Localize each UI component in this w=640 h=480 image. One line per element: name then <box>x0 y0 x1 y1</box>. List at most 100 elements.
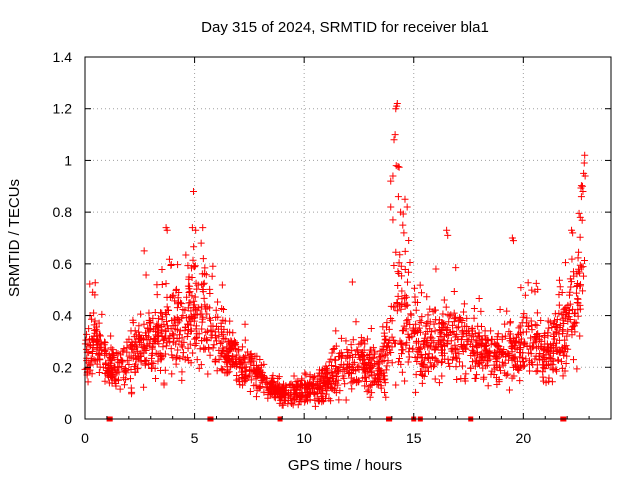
data-point <box>194 281 202 289</box>
data-point <box>326 375 334 383</box>
data-point <box>422 322 430 330</box>
data-point <box>238 364 246 372</box>
data-point <box>521 340 529 348</box>
data-point <box>164 307 172 315</box>
data-point <box>520 310 528 318</box>
data-point <box>577 193 585 201</box>
data-point <box>401 247 409 255</box>
data-point <box>97 339 105 347</box>
data-point <box>278 388 286 396</box>
data-point <box>190 297 198 305</box>
data-point <box>524 279 532 287</box>
data-point <box>331 377 339 385</box>
data-point <box>536 350 544 358</box>
data-point <box>252 370 260 378</box>
data-point <box>95 350 103 358</box>
data-point <box>499 349 507 357</box>
data-point <box>193 356 201 364</box>
data-point <box>505 356 513 364</box>
data-point <box>446 312 454 320</box>
data-point <box>158 309 166 317</box>
data-point <box>328 368 336 376</box>
data-point <box>466 340 474 348</box>
data-point <box>418 313 426 321</box>
data-point <box>348 385 356 393</box>
data-point <box>439 346 447 354</box>
data-point <box>158 266 166 274</box>
data-point <box>541 340 549 348</box>
data-point <box>480 342 488 350</box>
data-point <box>303 397 311 405</box>
data-point <box>479 364 487 372</box>
data-point <box>224 369 232 377</box>
data-point <box>270 378 278 386</box>
data-point <box>418 354 426 362</box>
data-point <box>576 282 584 290</box>
data-point <box>311 402 319 410</box>
data-point <box>484 350 492 358</box>
data-point <box>405 333 413 341</box>
data-point <box>405 353 413 361</box>
data-point <box>159 343 167 351</box>
data-point <box>435 379 443 387</box>
data-point <box>571 309 579 317</box>
x-tick-label: 20 <box>516 430 532 446</box>
data-point <box>309 385 317 393</box>
data-point <box>483 361 491 369</box>
data-point <box>453 355 461 363</box>
data-point <box>219 347 227 355</box>
data-point <box>581 151 589 159</box>
data-point <box>176 331 184 339</box>
data-point <box>128 338 136 346</box>
data-point <box>146 336 154 344</box>
data-point <box>146 317 154 325</box>
data-point <box>425 350 433 358</box>
data-point <box>534 367 542 375</box>
data-point <box>473 336 481 344</box>
data-point <box>561 259 569 267</box>
data-point <box>555 301 563 309</box>
data-point <box>394 268 402 276</box>
data-point <box>170 315 178 323</box>
data-point <box>347 370 355 378</box>
data-point <box>398 301 406 309</box>
data-point <box>85 349 93 357</box>
data-point <box>182 251 190 259</box>
y-tick-label: 0.8 <box>53 204 73 220</box>
data-point <box>563 332 571 340</box>
data-point <box>498 348 506 356</box>
data-point <box>374 370 382 378</box>
data-point <box>553 367 561 375</box>
data-point <box>193 330 201 338</box>
data-point <box>456 315 464 323</box>
data-point <box>383 362 391 370</box>
data-point <box>312 381 320 389</box>
data-point <box>145 309 153 317</box>
data-point <box>252 393 260 401</box>
data-point <box>91 291 99 299</box>
data-point <box>123 344 131 352</box>
data-point <box>271 394 279 402</box>
data-point <box>158 333 166 341</box>
data-point <box>392 162 400 170</box>
data-point <box>431 375 439 383</box>
data-point <box>267 383 275 391</box>
data-point <box>404 358 412 366</box>
data-point <box>496 305 504 313</box>
data-point <box>143 341 151 349</box>
data-point <box>411 293 419 301</box>
data-point <box>398 287 406 295</box>
data-point <box>222 335 230 343</box>
data-point <box>246 371 254 379</box>
data-point <box>404 316 412 324</box>
data-point <box>547 354 555 362</box>
data-point <box>498 333 506 341</box>
data-point <box>357 334 365 342</box>
data-point <box>405 237 413 245</box>
data-point <box>91 357 99 365</box>
data-point <box>157 329 165 337</box>
data-point <box>163 303 171 311</box>
data-point <box>493 347 501 355</box>
data-point <box>506 334 514 342</box>
data-point <box>537 316 545 324</box>
